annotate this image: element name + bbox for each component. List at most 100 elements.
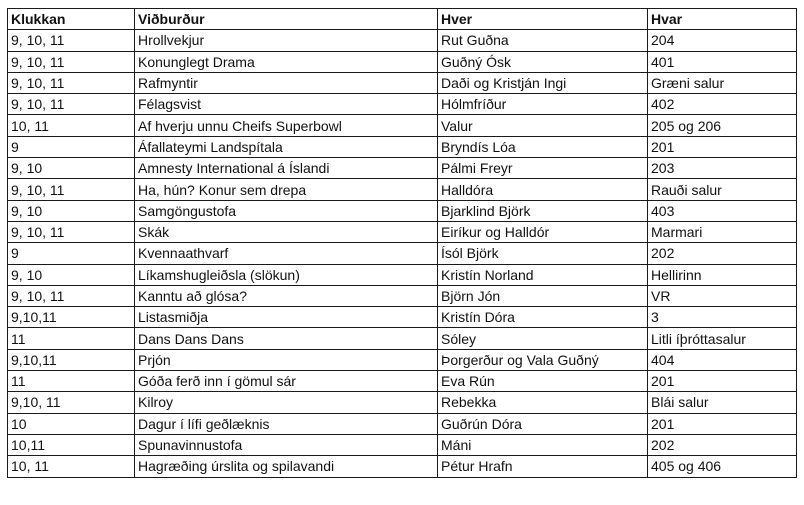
- table-row: 9, 10, 11 Skák Eiríkur og Halldór Marmari: [7, 220, 797, 244]
- location-cell: 201: [647, 412, 797, 435]
- event-cell: Dans Dans Dans: [134, 327, 438, 350]
- host-cell: Kristín Norland: [437, 263, 648, 286]
- host-cell: Halldóra: [437, 178, 648, 201]
- event-cell: Áfallateymi Landspítala: [134, 135, 438, 159]
- event-cell: Amnesty International á Íslandi: [134, 157, 438, 180]
- host-cell: Ísól Björk: [437, 242, 648, 265]
- host-cell: Daði og Kristján Ingi: [437, 71, 648, 95]
- table-body: 9, 10, 11 Hrollvekjur Rut Guðna 204 9, 10, 1…: [7, 29, 797, 478]
- time-cell: 9,10,11: [7, 348, 135, 372]
- location-cell: 401: [647, 50, 797, 73]
- host-cell: Valur: [437, 114, 648, 137]
- location-cell: 201: [647, 370, 797, 393]
- location-cell: 203: [647, 157, 797, 180]
- table-row: 11 Góða ferð inn í gömul sár Eva Rún 201: [7, 370, 797, 393]
- table-row: 10, 11 Af hverju unnu Cheifs Superbowl Val…: [7, 114, 797, 137]
- event-cell: Hagræðing úrslita og spilavandi: [134, 455, 438, 478]
- host-cell: Bjarklind Björk: [437, 199, 648, 222]
- host-cell: Guðný Ósk: [437, 50, 648, 73]
- host-cell: Rut Guðna: [437, 29, 648, 52]
- time-cell: 9, 10: [7, 263, 135, 286]
- host-cell: Björn Jón: [437, 284, 648, 308]
- event-cell: Kilroy: [134, 391, 438, 414]
- table-row: 10, 11 Hagræðing úrslita og spilavandi Pét…: [7, 455, 797, 478]
- event-cell: Skák: [134, 220, 438, 244]
- table-row: 10,11 Spunavinnustofa Máni 202: [7, 433, 797, 457]
- location-cell: Litli íþróttasalur: [647, 327, 797, 350]
- header-hver: Hver: [437, 7, 648, 31]
- table-row: 9, 10 Amnesty International á Íslandi Pálm…: [7, 157, 797, 180]
- time-cell: 9, 10: [7, 199, 135, 222]
- table-row: 9, 10, 11 Konunglegt Drama Guðný Ósk 401: [7, 50, 797, 73]
- host-cell: Þorgerður og Vala Guðný: [437, 348, 648, 372]
- location-cell: 403: [647, 199, 797, 222]
- event-cell: Góða ferð inn í gömul sár: [134, 370, 438, 393]
- time-cell: 9: [7, 242, 135, 265]
- table-row: 9, 10, 11 Hrollvekjur Rut Guðna 204: [7, 29, 797, 52]
- location-cell: Blái salur: [647, 391, 797, 414]
- table-row: 9, 10, 11 Ha, hún? Konur sem drepa Halldór…: [7, 178, 797, 201]
- header-vidburdur: Viðburður: [134, 7, 438, 31]
- event-cell: Af hverju unnu Cheifs Superbowl: [134, 114, 438, 137]
- time-cell: 9, 10, 11: [7, 93, 135, 116]
- location-cell: VR: [647, 284, 797, 308]
- location-cell: Rauði salur: [647, 178, 797, 201]
- location-cell: Græni salur: [647, 71, 797, 95]
- header-hvar: Hvar: [647, 7, 797, 31]
- event-cell: Ha, hún? Konur sem drepa: [134, 178, 438, 201]
- host-cell: Kristín Dóra: [437, 306, 648, 329]
- time-cell: 9,10,11: [7, 306, 135, 329]
- table-row: 10 Dagur í lífi geðlæknis Guðrún Dóra 201: [7, 412, 797, 435]
- host-cell: Sóley: [437, 327, 648, 350]
- time-cell: 9, 10, 11: [7, 71, 135, 95]
- event-cell: Kanntu að glósa?: [134, 284, 438, 308]
- time-cell: 9, 10, 11: [7, 29, 135, 52]
- table-row: 9,10,11 Listasmiðja Kristín Dóra 3: [7, 306, 797, 329]
- host-cell: Pálmi Freyr: [437, 157, 648, 180]
- host-cell: Guðrún Dóra: [437, 412, 648, 435]
- time-cell: 9, 10, 11: [7, 284, 135, 308]
- table-row: 11 Dans Dans Dans Sóley Litli íþróttasalur: [7, 327, 797, 350]
- host-cell: Eva Rún: [437, 370, 648, 393]
- header-row: Klukkan Viðburður Hver Hvar: [7, 7, 797, 31]
- table-row: 9,10,11 Prjón Þorgerður og Vala Guðný 404: [7, 348, 797, 372]
- event-cell: Listasmiðja: [134, 306, 438, 329]
- time-cell: 11: [7, 370, 135, 393]
- event-cell: Hrollvekjur: [134, 29, 438, 52]
- host-cell: Pétur Hrafn: [437, 455, 648, 478]
- time-cell: 10,11: [7, 433, 135, 457]
- host-cell: Eiríkur og Halldór: [437, 220, 648, 244]
- host-cell: Máni: [437, 433, 648, 457]
- time-cell: 10, 11: [7, 114, 135, 137]
- time-cell: 11: [7, 327, 135, 350]
- time-cell: 10: [7, 412, 135, 435]
- event-cell: Dagur í lífi geðlæknis: [134, 412, 438, 435]
- table-row: 9, 10 Samgöngustofa Bjarklind Björk 403: [7, 199, 797, 222]
- location-cell: 202: [647, 242, 797, 265]
- table-row: 9, 10, 11 Félagsvist Hólmfríður 402: [7, 93, 797, 116]
- time-cell: 9, 10, 11: [7, 220, 135, 244]
- table-row: 9 Áfallateymi Landspítala Bryndís Lóa 201: [7, 135, 797, 159]
- location-cell: 405 og 406: [647, 455, 797, 478]
- event-cell: Líkamshugleiðsla (slökun): [134, 263, 438, 286]
- time-cell: 9, 10, 11: [7, 178, 135, 201]
- location-cell: 202: [647, 433, 797, 457]
- host-cell: Hólmfríður: [437, 93, 648, 116]
- table-row: 9, 10 Líkamshugleiðsla (slökun) Kristín No…: [7, 263, 797, 286]
- table-header: Klukkan Viðburður Hver Hvar: [7, 7, 797, 31]
- location-cell: 201: [647, 135, 797, 159]
- table-row: 9 Kvennaathvarf Ísól Björk 202: [7, 242, 797, 265]
- time-cell: 9, 10, 11: [7, 50, 135, 73]
- time-cell: 9, 10: [7, 157, 135, 180]
- time-cell: 9,10, 11: [7, 391, 135, 414]
- event-cell: Kvennaathvarf: [134, 242, 438, 265]
- event-cell: Konunglegt Drama: [134, 50, 438, 73]
- header-klukkan: Klukkan: [7, 7, 135, 31]
- event-cell: Rafmyntir: [134, 71, 438, 95]
- location-cell: 402: [647, 93, 797, 116]
- location-cell: Marmari: [647, 220, 797, 244]
- schedule-table: Klukkan Viðburður Hver Hvar 9, 10, 11 Hro…: [7, 7, 797, 478]
- host-cell: Bryndís Lóa: [437, 135, 648, 159]
- table-row: 9, 10, 11 Kanntu að glósa? Björn Jón VR: [7, 284, 797, 308]
- host-cell: Rebekka: [437, 391, 648, 414]
